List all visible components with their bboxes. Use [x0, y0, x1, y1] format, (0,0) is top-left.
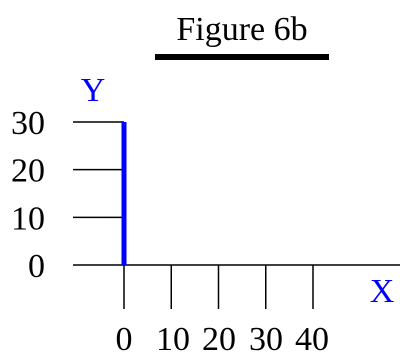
y-tick-label: 10: [11, 200, 45, 237]
chart-title: Figure 6b: [176, 11, 307, 48]
x-tick-label: 0: [116, 321, 133, 356]
x-tick-label: 10: [156, 321, 190, 356]
y-tick-label: 30: [11, 105, 45, 142]
x-tick-label: 20: [202, 321, 236, 356]
x-tick-label: 40: [295, 321, 329, 356]
y-tick-label: 20: [11, 153, 45, 190]
x-tick-label: 30: [249, 321, 283, 356]
x-axis-label: X: [370, 273, 395, 310]
x-ticks: 0 10 20 30 40: [116, 265, 329, 356]
y-tick-label: 0: [28, 248, 45, 285]
y-axis-label: Y: [81, 72, 106, 109]
y-ticks: 0 10 20 30: [11, 105, 124, 285]
